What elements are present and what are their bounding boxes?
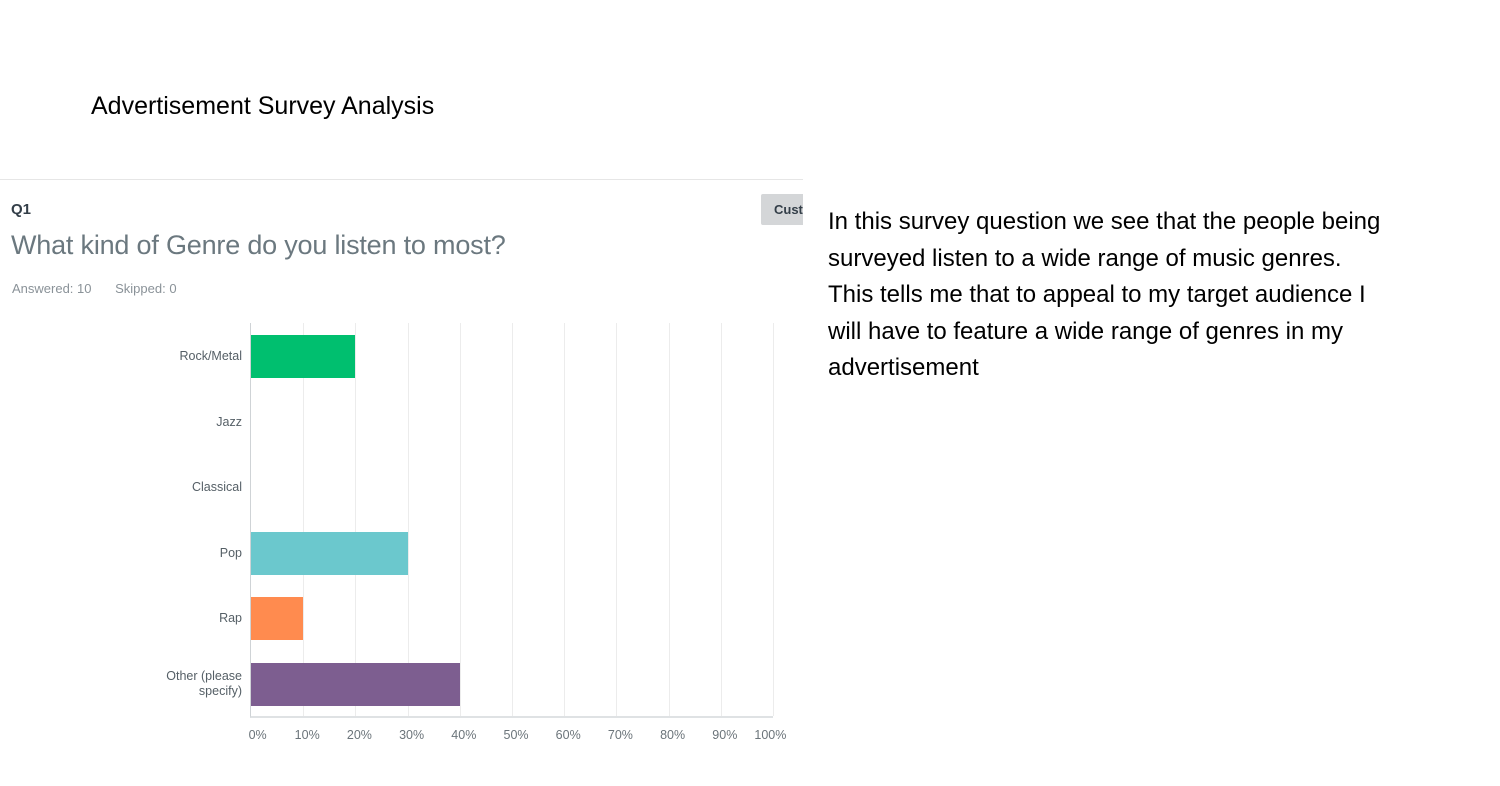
question-title: What kind of Genre do you listen to most… [11, 230, 506, 260]
category-label: Other (please specify) [166, 669, 242, 698]
gridline [407, 323, 409, 716]
analysis-commentary: In this survey question we see that the … [828, 208, 1381, 381]
gridline [616, 323, 618, 716]
question-stats: Answered: 10 Skipped: 0 [12, 281, 197, 296]
x-tick-label: 90% [712, 728, 738, 742]
x-tick-label: 40% [451, 728, 477, 742]
category-label: Rock/Metal [179, 349, 242, 363]
x-tick-label: 70% [607, 728, 633, 742]
bar-pop[interactable] [251, 531, 408, 575]
category-label: Classical [191, 480, 242, 494]
x-tick-label: 20% [346, 728, 372, 742]
gridline [564, 323, 566, 716]
category-label: Jazz [216, 414, 242, 429]
x-tick-label: 50% [503, 728, 529, 742]
x-tick-label: 80% [660, 728, 686, 742]
category-label: Rap [219, 611, 242, 625]
x-tick-label: 30% [399, 728, 425, 742]
bar-rap[interactable] [251, 597, 304, 640]
gridline [720, 323, 722, 716]
x-tick-label: 60% [555, 728, 581, 742]
plot-area [250, 323, 774, 718]
gridline [773, 323, 774, 716]
gridline [303, 323, 305, 716]
gridline [512, 323, 513, 716]
bar-other-please-specify[interactable] [251, 662, 460, 706]
x-tick-label: 0% [248, 728, 267, 742]
gridline [355, 323, 357, 716]
bar-rock-metal[interactable] [251, 335, 356, 378]
slide-title: Advertisement Survey Analysis [91, 92, 435, 120]
gridline [668, 323, 670, 716]
customize-button[interactable]: Cust [761, 194, 803, 225]
answered-count: Answered: 10 [12, 281, 92, 296]
x-tick-label: 10% [294, 728, 320, 742]
category-label: Pop [219, 545, 242, 560]
survey-question-panel: Q1 What kind of Genre do you listen to m… [0, 179, 803, 786]
gridline [459, 323, 461, 716]
bar-chart: Rock/Metal Jazz Classical Pop Rap Other (plea… [0, 180, 803, 786]
skipped-count: Skipped: 0 [115, 281, 177, 296]
x-tick-label: 100% [754, 728, 787, 742]
question-number: Q1 [11, 201, 32, 218]
